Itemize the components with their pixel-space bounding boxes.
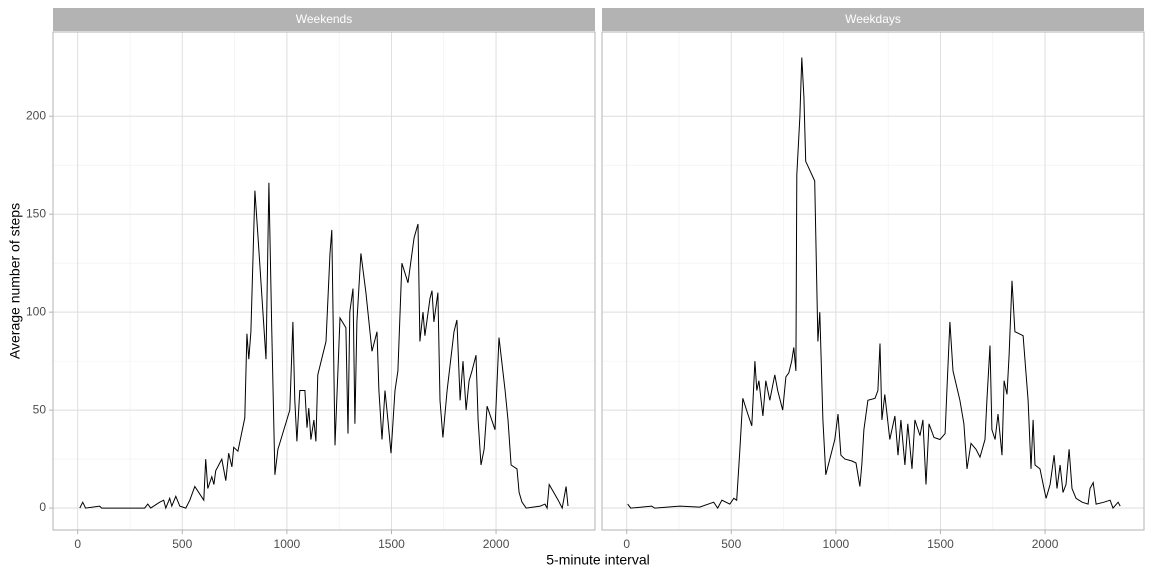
x-axis-title: 5-minute interval <box>546 552 650 568</box>
x-tick-label: 1000 <box>274 537 301 551</box>
x-tick-label: 2000 <box>1032 537 1059 551</box>
x-tick-label: 1500 <box>927 537 954 551</box>
y-axis-title: Average number of steps <box>7 203 23 359</box>
x-tick-label: 500 <box>721 537 741 551</box>
strip-title: Weekends <box>296 12 352 26</box>
x-tick-label: 2000 <box>483 537 510 551</box>
y-tick-label: 50 <box>33 402 47 416</box>
x-tick-label: 0 <box>74 537 81 551</box>
strip <box>53 8 595 31</box>
panel-border <box>601 31 1145 531</box>
x-tick-label: 1000 <box>823 537 850 551</box>
panel <box>602 32 1144 530</box>
y-tick-label: 0 <box>39 500 46 514</box>
panel-border <box>52 31 596 531</box>
data-line <box>79 182 569 510</box>
data-line <box>627 57 1121 510</box>
y-tick-label: 200 <box>26 108 46 122</box>
y-tick-label: 100 <box>26 304 46 318</box>
y-tick-label: 150 <box>26 206 46 220</box>
x-tick-label: 0 <box>623 537 630 551</box>
x-tick-label: 1500 <box>378 537 405 551</box>
strip <box>602 8 1144 31</box>
strip-title: Weekdays <box>845 12 901 26</box>
panel <box>53 32 595 530</box>
x-tick-label: 500 <box>172 537 192 551</box>
